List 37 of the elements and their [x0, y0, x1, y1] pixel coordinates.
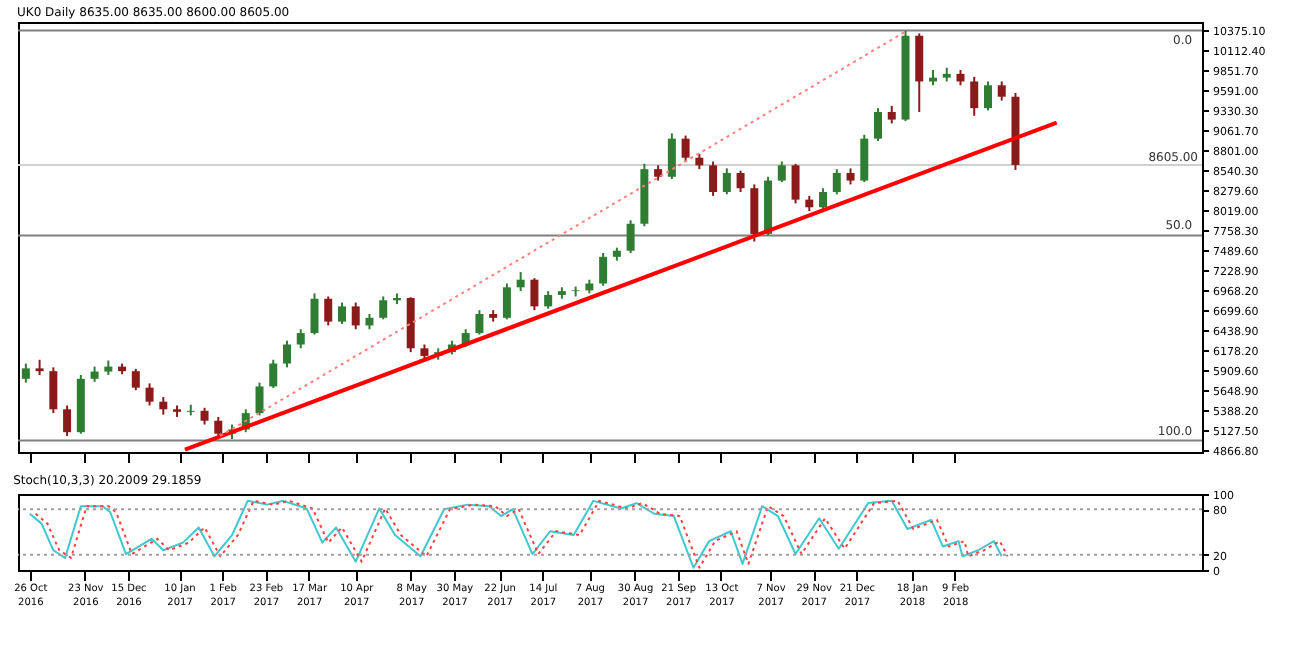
candlestick	[777, 160, 786, 184]
candlestick	[49, 366, 58, 415]
candlestick	[475, 309, 484, 336]
candlestick	[915, 32, 924, 113]
candlestick	[819, 187, 828, 211]
candlestick	[722, 167, 731, 196]
candlestick	[145, 382, 154, 407]
candlestick	[709, 160, 718, 197]
candlestick	[21, 362, 30, 384]
candlestick	[324, 295, 333, 327]
candlestick	[351, 301, 360, 331]
candlestick	[997, 80, 1006, 102]
candlestick	[283, 339, 291, 369]
candlestick	[667, 132, 676, 181]
candlestick	[736, 169, 745, 194]
candlestick	[516, 271, 525, 293]
candlestick	[791, 162, 800, 205]
candlestick	[970, 75, 979, 117]
candlestick	[337, 301, 346, 325]
candlestick	[131, 367, 140, 392]
candlestick	[681, 134, 690, 163]
candlestick	[502, 282, 511, 321]
candlestick	[832, 168, 841, 196]
candlestick	[983, 80, 992, 112]
candlestick	[530, 277, 539, 312]
candlestick	[874, 107, 883, 142]
candlestick	[750, 183, 759, 243]
candlestick	[214, 415, 223, 438]
candlestick	[599, 252, 608, 287]
candlestick	[860, 133, 869, 184]
candlestick	[255, 381, 264, 417]
candlestick	[310, 292, 319, 336]
candlestick	[63, 404, 72, 437]
candlestick	[296, 328, 305, 350]
candlestick	[269, 358, 278, 389]
candlestick	[626, 219, 635, 255]
candlestick	[379, 295, 388, 321]
